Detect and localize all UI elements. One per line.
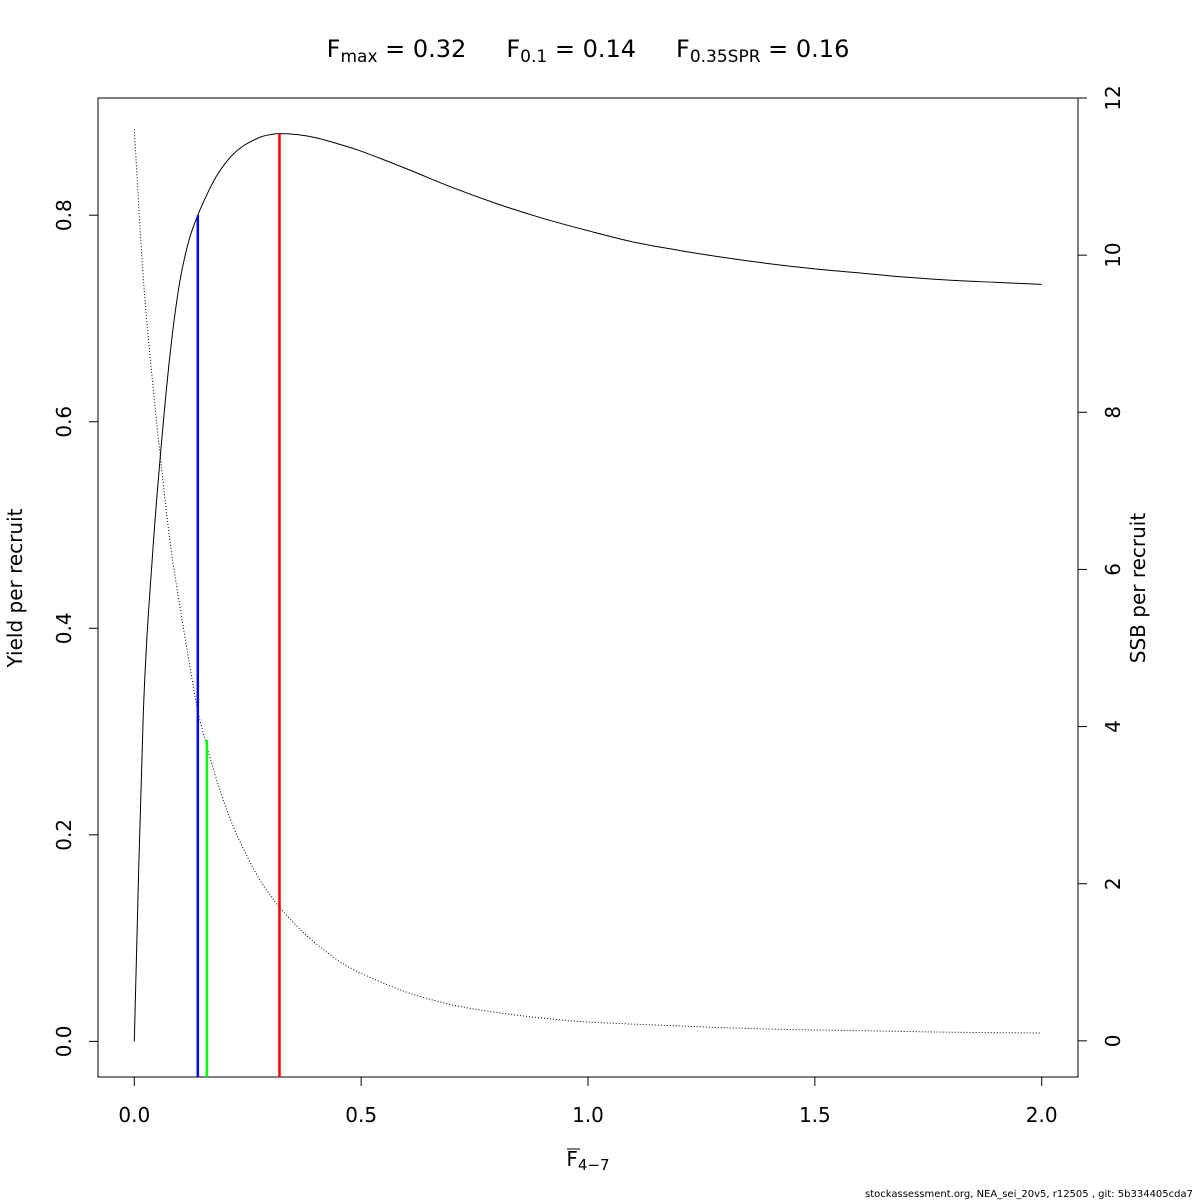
x-tick-label-0: 0.0 bbox=[118, 1103, 150, 1127]
y-right-tick-label-5: 10 bbox=[1101, 242, 1125, 267]
x-tick-label-2: 1.0 bbox=[572, 1103, 604, 1127]
x-tick-label-4: 2.0 bbox=[1026, 1103, 1058, 1127]
y-left-tick-label-3: 0.6 bbox=[52, 406, 76, 438]
x-axis-label-sub: 4−7 bbox=[578, 1156, 610, 1174]
title-fmax-sub: max bbox=[340, 47, 377, 67]
title-fspr-label: F bbox=[676, 35, 690, 63]
footer-text: stockassessment.org, NEA_sei_20v5, r1250… bbox=[865, 1189, 1193, 1200]
y-left-tick-label-1: 0.2 bbox=[52, 819, 76, 851]
title-f01-sub: 0.1 bbox=[520, 47, 547, 67]
plot-box bbox=[97, 97, 1079, 1078]
y-right-tick-label-3: 6 bbox=[1101, 563, 1125, 576]
y-left-tick-label-2: 0.4 bbox=[52, 612, 76, 644]
y-axis-right: 0 2 4 6 8 10 12 bbox=[1078, 85, 1125, 1047]
y-axis-left: 0.0 0.2 0.4 0.6 0.8 bbox=[52, 199, 98, 1057]
title-fmax-label: F bbox=[327, 35, 341, 63]
series-yield-per-recruit-line bbox=[133, 133, 1042, 1042]
y-left-tick-label-0: 0.0 bbox=[52, 1025, 76, 1057]
title-f01-value: 0.14 bbox=[583, 35, 636, 63]
x-tick-label-1: 0.5 bbox=[345, 1103, 377, 1127]
title-fspr-sub: 0.35SPR bbox=[690, 47, 761, 67]
title-f01-label: F bbox=[506, 35, 520, 63]
title-fmax-value: 0.32 bbox=[413, 35, 466, 63]
x-axis: 0.0 0.5 1.0 1.5 2.0 bbox=[118, 1077, 1058, 1127]
y-left-tick-label-4: 0.8 bbox=[52, 199, 76, 231]
y-right-tick-label-2: 4 bbox=[1101, 720, 1125, 733]
y-right-tick-label-4: 8 bbox=[1101, 406, 1125, 419]
x-axis-label: F4−7 bbox=[566, 1147, 609, 1174]
y-axis-right-label: SSB per recruit bbox=[1126, 513, 1150, 664]
series-ssb-per-recruit-line bbox=[133, 129, 1042, 1034]
svg-text:F4−7: F4−7 bbox=[566, 1147, 609, 1174]
series-group bbox=[133, 129, 1042, 1042]
y-right-tick-label-0: 0 bbox=[1101, 1034, 1125, 1047]
y-right-tick-label-1: 2 bbox=[1101, 877, 1125, 890]
y-axis-left-label: Yield per recruit bbox=[3, 508, 27, 668]
title-fspr-value: 0.16 bbox=[796, 35, 849, 63]
reference-lines bbox=[196, 133, 281, 1077]
y-right-tick-label-6: 12 bbox=[1101, 85, 1125, 110]
chart-title: Fmax = 0.32 F0.1 = 0.14 F0.35SPR = 0.16 bbox=[327, 35, 850, 67]
x-axis-label-main: F bbox=[566, 1147, 578, 1171]
x-tick-label-3: 1.5 bbox=[799, 1103, 831, 1127]
